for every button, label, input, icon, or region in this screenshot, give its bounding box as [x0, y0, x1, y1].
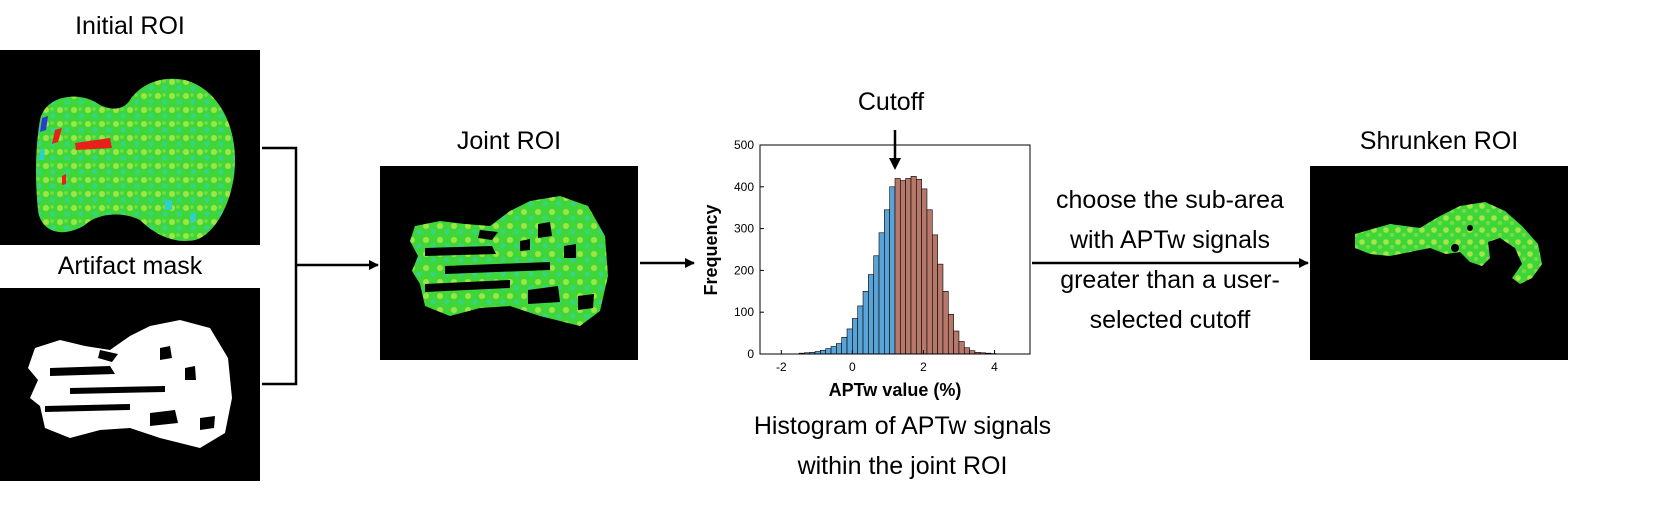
histogram-bar [820, 349, 827, 355]
y-tick-label: 400 [734, 180, 754, 194]
histogram-bar [884, 209, 890, 355]
histogram-caption: Histogram of APTw signals within the joi… [700, 406, 1105, 486]
histogram-bar [836, 343, 843, 355]
histogram-bar [889, 186, 896, 355]
step-line-3: greater than a user- [1060, 266, 1280, 294]
histogram-bar [947, 313, 954, 355]
shrunken-roi-image [1310, 166, 1568, 360]
histogram-bar [905, 178, 912, 355]
histogram-bar [825, 348, 832, 355]
histogram-bar [916, 178, 922, 355]
step-line-4: selected cutoff [1089, 306, 1251, 334]
y-tick-label: 200 [734, 263, 754, 277]
x-tick-label: 4 [991, 360, 998, 374]
histogram-bar [942, 291, 949, 355]
histogram-bar [857, 305, 864, 355]
histogram-caption-line-2: within the joint ROI [797, 452, 1008, 480]
histogram-bar [932, 234, 938, 355]
y-tick-label: 0 [747, 347, 754, 361]
histogram-bar [910, 176, 917, 355]
step-description: choose the sub-area with APTw signals gr… [1032, 180, 1308, 340]
histogram-bar [894, 178, 901, 355]
histogram-bar [900, 180, 906, 355]
cutoff-label: Cutoff [857, 88, 925, 116]
histogram-bar [841, 336, 848, 355]
joint-roi-image [380, 166, 638, 360]
histogram-bar [937, 263, 944, 355]
histogram-bar [926, 209, 933, 355]
histogram-bar [846, 328, 853, 355]
joint-roi-title: Joint ROI [456, 127, 562, 155]
x-tick-label: 2 [920, 360, 927, 374]
histogram-bar [852, 318, 858, 355]
histogram-bar [830, 346, 837, 355]
aptw-histogram: 0 100 200 300 400 500 -2 0 2 4 Frequency APTw va… [701, 130, 1031, 400]
histogram-caption-line-1: Histogram of APTw signals [753, 412, 1052, 440]
merge-bracket [262, 146, 298, 386]
histogram-bar [921, 188, 928, 355]
y-tick-label: 500 [734, 138, 754, 152]
y-axis-label: Frequency [701, 204, 721, 295]
artifact-mask-title: Artifact mask [57, 252, 203, 280]
x-tick-label: -2 [776, 360, 787, 374]
y-tick-label: 300 [734, 222, 754, 236]
histogram-bar [878, 232, 885, 355]
histogram-bar [868, 274, 874, 355]
x-tick-label: 0 [849, 360, 856, 374]
histogram-bar [953, 330, 960, 355]
y-tick-label: 100 [734, 305, 754, 319]
artifact-mask-image [0, 288, 260, 481]
step-line-1: choose the sub-area [1056, 186, 1284, 214]
histogram-bar [958, 341, 965, 355]
histogram-bar [862, 291, 869, 355]
x-axis-label: APTw value (%) [829, 380, 962, 400]
histogram-bar [969, 350, 976, 355]
shrunken-roi-title: Shrunken ROI [1359, 127, 1519, 155]
histogram-bar [873, 255, 880, 355]
initial-roi-title: Initial ROI [75, 12, 185, 40]
cutoff-arrow-head [889, 158, 901, 170]
step-line-2: with APTw signals [1069, 226, 1271, 254]
initial-roi-image [0, 50, 260, 245]
histogram-bar [963, 347, 970, 355]
